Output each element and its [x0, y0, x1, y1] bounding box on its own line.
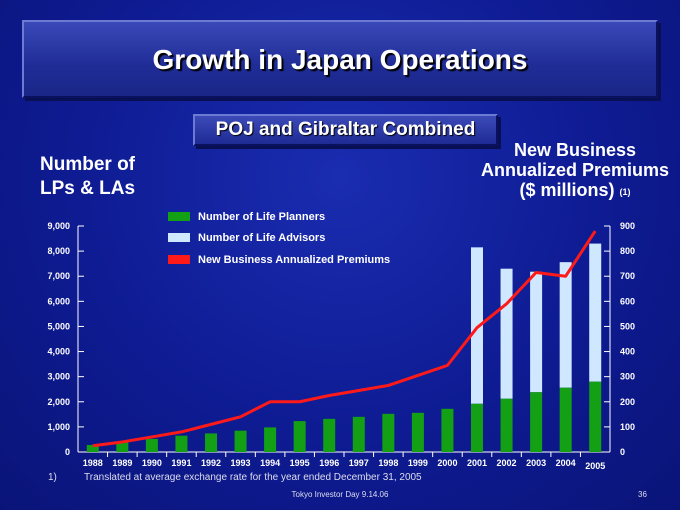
bar-life-planners: [382, 413, 395, 452]
bar-life-planners: [530, 392, 543, 452]
right-tick-label: 0: [620, 447, 625, 457]
bar-life-advisors: [500, 268, 513, 399]
legend-label-life-advisors: Number of Life Advisors: [198, 232, 326, 244]
x-tick-label: 2003: [526, 458, 546, 468]
right-tick-label: 100: [620, 422, 635, 432]
x-tick-label: 1999: [408, 458, 428, 468]
bar-life-advisors: [530, 271, 543, 393]
left-axis-title: Number of LPs & LAs: [40, 153, 160, 201]
legend-swatch-life-advisors: [168, 233, 190, 242]
bar-life-planners: [441, 408, 454, 452]
bar-life-planners: [589, 381, 602, 452]
left-tick-label: 9,000: [47, 221, 70, 231]
left-tick-label: 8,000: [47, 246, 70, 256]
right-axis-footnote-ref: (1): [619, 187, 631, 197]
left-tick-label: 0: [65, 447, 70, 457]
left-tick-label: 4,000: [47, 347, 70, 357]
x-tick-label: 1990: [142, 458, 162, 468]
bar-life-planners: [293, 421, 306, 452]
left-axis-title-line2: LPs & LAs: [40, 178, 136, 199]
x-tick-label: 1992: [201, 458, 221, 468]
bar-life-planners: [471, 403, 483, 452]
page-number: 36: [638, 490, 647, 499]
left-axis-title-line1: Number of: [40, 154, 135, 175]
x-tick-label: 2002: [497, 458, 517, 468]
right-tick-label: 900: [620, 221, 635, 231]
footer: Tokyo Investor Day 9.14.06: [291, 490, 389, 499]
bar-life-advisors: [559, 262, 572, 388]
legend-swatch-life-planners: [168, 212, 190, 221]
x-tick-label: 1991: [171, 458, 191, 468]
title-bar: Growth in Japan Operations: [22, 20, 658, 98]
slide-title: Growth in Japan Operations: [152, 44, 528, 75]
x-tick-label: 1997: [349, 458, 369, 468]
right-tick-label: 600: [620, 296, 635, 306]
right-tick-label: 800: [620, 246, 635, 256]
legend-label-premiums: New Business Annualized Premiums: [198, 254, 391, 266]
right-axis-unit: ($ millions): [519, 180, 615, 200]
bar-life-planners: [559, 387, 572, 452]
bar-life-planners: [500, 398, 513, 452]
right-tick-label: 700: [620, 271, 635, 281]
line-new-business-premiums: [92, 230, 597, 448]
x-tick-label: 2000: [437, 458, 457, 468]
left-tick-label: 1,000: [47, 422, 70, 432]
x-tick-label: 1995: [290, 458, 310, 468]
legend-swatch-premiums: [168, 255, 190, 264]
bar-life-planners: [86, 444, 99, 452]
right-tick-label: 300: [620, 372, 635, 382]
bar-life-planners: [264, 427, 277, 452]
bar-life-planners: [352, 416, 365, 452]
bar-life-planners: [116, 442, 129, 452]
left-tick-label: 7,000: [47, 271, 70, 281]
right-tick-label: 500: [620, 321, 635, 331]
left-tick-label: 5,000: [47, 321, 70, 331]
x-tick-label: 1998: [378, 458, 398, 468]
x-tick-label: 1996: [319, 458, 339, 468]
bar-life-planners: [175, 435, 188, 452]
footnote-marker: 1): [48, 472, 57, 483]
bar-life-planners: [411, 412, 424, 452]
bar-life-advisors: [471, 247, 483, 404]
right-axis-title-line2: Annualized Premiums: [480, 160, 670, 180]
x-tick-label: 2005: [585, 461, 605, 471]
legend-label-life-planners: Number of Life Planners: [198, 211, 326, 223]
x-tick-label: 2001: [467, 458, 487, 468]
bar-life-planners: [205, 433, 217, 452]
left-tick-label: 6,000: [47, 296, 70, 306]
x-tick-label: 1989: [112, 458, 132, 468]
x-tick-label: 2004: [556, 458, 576, 468]
bar-life-planners: [323, 418, 336, 452]
left-tick-label: 2,000: [47, 397, 70, 407]
x-tick-label: 1993: [231, 458, 251, 468]
right-axis-title: New Business Annualized Premiums ($ mill…: [480, 140, 670, 200]
x-tick-label: 1988: [83, 458, 103, 468]
right-axis-title-line3: ($ millions) (1): [480, 180, 670, 200]
left-tick-label: 3,000: [47, 372, 70, 382]
right-tick-label: 400: [620, 347, 635, 357]
bar-life-advisors: [589, 243, 602, 382]
right-axis-title-line1: New Business: [513, 140, 637, 160]
right-tick-label: 200: [620, 397, 635, 407]
footnote: Translated at average exchange rate for …: [84, 472, 422, 483]
bar-life-planners: [145, 438, 158, 452]
x-tick-label: 1994: [260, 458, 280, 468]
bar-life-planners: [234, 430, 247, 452]
slide-subtitle: POJ and Gibraltar Combined: [193, 114, 498, 146]
